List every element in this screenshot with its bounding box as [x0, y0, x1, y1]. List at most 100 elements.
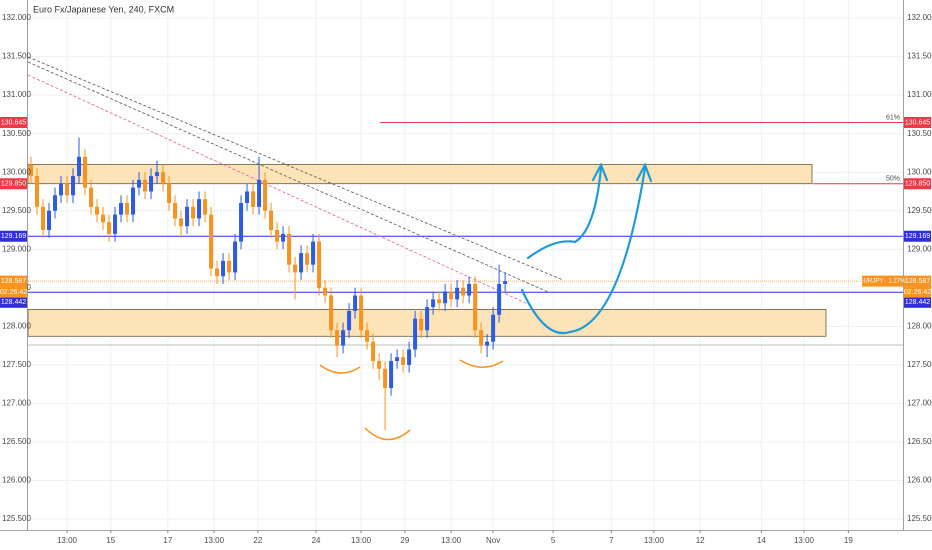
- price-tag-label: 02:26:42: [0, 289, 27, 296]
- price-tag-label: 02:26:42: [904, 289, 931, 296]
- candle-body: [89, 187, 94, 207]
- candle-body: [167, 183, 172, 204]
- candle-body: [323, 287, 328, 296]
- candle-body: [419, 318, 424, 331]
- candle-body: [197, 199, 202, 219]
- trend-line: [27, 74, 531, 306]
- candle-body: [401, 357, 406, 365]
- candle-body: [275, 230, 280, 242]
- price-tag-label: 130.645: [1, 119, 26, 126]
- price-tag: [904, 275, 931, 287]
- candle-body: [47, 210, 52, 231]
- price-tag-label: 128.587: [1, 278, 26, 285]
- y-tick-label: 131.500: [2, 52, 31, 61]
- arrow-head: [591, 162, 609, 182]
- candle-body: [155, 172, 160, 177]
- candle-body: [299, 253, 304, 273]
- trend-line: [27, 56, 564, 281]
- candle-body: [461, 287, 466, 296]
- price-tag: [0, 230, 27, 242]
- candle-body: [377, 361, 382, 369]
- head: [364, 427, 411, 441]
- candle-body: [389, 361, 394, 389]
- y-tick-label: 129.000: [907, 244, 932, 253]
- chart-title: Euro Fx/Japanese Yen, 240, FXCM: [33, 4, 174, 14]
- y-tick-label: 127.000: [2, 399, 31, 408]
- x-tick-label: 17: [163, 536, 172, 545]
- resistance-zone: [27, 164, 813, 185]
- x-tick-label: 13:00: [794, 536, 815, 545]
- candle-body: [131, 187, 136, 215]
- y-tick-label: 131.000: [907, 90, 932, 99]
- candle-body: [53, 195, 58, 211]
- y-tick-label: 132.000: [2, 13, 31, 22]
- candle-body: [191, 206, 196, 219]
- candle-body: [425, 307, 430, 331]
- price-tag-label: 128.587: [905, 278, 930, 285]
- candle-body: [107, 222, 112, 234]
- y-tick-label: 126.500: [2, 437, 31, 446]
- y-tick-label: 128.000: [907, 321, 932, 330]
- symbol-tag: [862, 275, 903, 287]
- price-tag-label: 129.850: [905, 181, 930, 188]
- arrow-head: [635, 162, 653, 183]
- x-tick-label: 15: [106, 536, 115, 545]
- x-tick-label: 19: [844, 536, 853, 545]
- y-tick-label: 130.500: [907, 129, 932, 138]
- price-tag: [904, 230, 931, 242]
- projection-arrows: [520, 162, 653, 335]
- candle-body: [335, 330, 340, 346]
- levels: 61% 50%: [28, 114, 903, 293]
- price-tag-label: 130.645: [905, 119, 930, 126]
- candle-body: [71, 176, 76, 196]
- price-tag: [0, 275, 27, 287]
- candle-body: [65, 183, 70, 196]
- fib-label: 61%: [886, 114, 900, 121]
- candle-body: [227, 260, 232, 273]
- candle-body: [359, 295, 364, 331]
- candle-body: [305, 253, 310, 265]
- candle-body: [329, 295, 334, 331]
- y-tick-label: 129.500: [2, 206, 31, 215]
- y-tick-label: 131.000: [2, 90, 31, 99]
- x-tick-label: 24: [312, 536, 321, 545]
- candle-body: [449, 291, 454, 300]
- y-tick-label: 127.000: [907, 399, 932, 408]
- y-tick-label: 132.000: [907, 13, 932, 22]
- candle-body: [293, 264, 298, 273]
- price-tag-label: 129.850: [1, 181, 26, 188]
- y-tick-label: 128.000: [2, 321, 31, 330]
- candle-body: [209, 214, 214, 269]
- candle-body: [497, 283, 502, 315]
- x-tick-label: 13:00: [644, 536, 665, 545]
- candle-body: [371, 341, 376, 362]
- candle-body: [239, 203, 244, 242]
- x-tick-label: 14: [757, 536, 766, 545]
- candle-body: [251, 191, 256, 207]
- candle-body: [29, 164, 34, 177]
- x-tick-label: 7: [609, 536, 614, 545]
- candle-body: [77, 156, 82, 177]
- price-tag: [904, 296, 931, 308]
- candle-body: [143, 179, 148, 192]
- candle-body: [491, 314, 496, 342]
- y-tick-label: 130.000: [2, 167, 31, 176]
- arrow-path: [526, 166, 603, 260]
- candle-body: [95, 206, 100, 215]
- x-tick-label: 13:00: [57, 536, 78, 545]
- candle-body: [41, 206, 46, 231]
- candle-body: [503, 281, 508, 284]
- candle-body: [347, 310, 352, 331]
- right-shoulder: [459, 359, 504, 368]
- arrow-path: [520, 166, 647, 335]
- candles: [29, 137, 508, 431]
- candle-body: [437, 299, 442, 304]
- price-tag: [904, 116, 931, 128]
- y-tick-label: 129.000: [2, 244, 31, 253]
- price-tag: [0, 116, 27, 128]
- y-tick-label: 131.500: [907, 52, 932, 61]
- candle-body: [35, 176, 40, 207]
- candle-body: [263, 179, 268, 211]
- candle-body: [137, 179, 142, 188]
- y-tick-label: 127.500: [2, 360, 31, 369]
